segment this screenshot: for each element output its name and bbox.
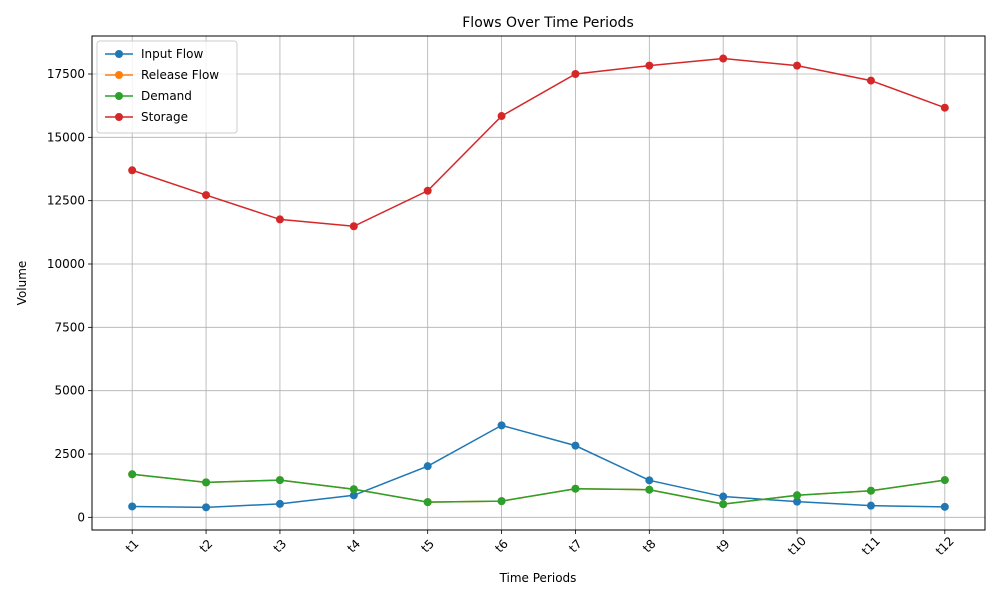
data-point [793,497,802,506]
y-tick-label: 2500 [54,447,85,461]
series-line [132,473,945,505]
data-point [128,166,137,175]
data-point [202,478,211,487]
x-tick-label: t1 [123,537,142,556]
y-tick-label: 12500 [47,194,85,208]
legend-item: Demand [105,89,192,103]
legend-marker [115,92,123,100]
data-point [793,491,802,500]
x-tick-label: t10 [785,534,809,558]
chart-title: Flows Over Time Periods [462,15,634,31]
data-point [423,186,432,195]
series-layer [128,54,949,512]
x-tick-label: t12 [933,534,957,558]
legend-label: Input Flow [141,47,203,61]
data-point [423,462,432,471]
x-tick-label: t3 [271,537,290,556]
legend-label: Storage [141,110,188,124]
x-tick-label: t6 [492,537,511,556]
data-point [866,76,875,85]
data-point [645,476,654,485]
data-point [202,503,211,512]
data-point [940,103,949,112]
data-point [497,112,506,121]
y-tick-label: 10000 [47,257,85,271]
data-point [719,500,728,509]
series-line [132,424,945,509]
data-point [940,476,949,485]
data-point [571,441,580,450]
legend-item: Storage [105,110,188,124]
data-point [423,498,432,507]
y-tick-label: 17500 [47,67,85,81]
legend-marker [115,71,123,79]
data-point [866,501,875,510]
y-tick-label: 5000 [54,384,85,398]
series-storage [128,54,949,231]
plot-area-frame [91,35,986,531]
legend-marker [115,113,123,121]
x-tick-label: t4 [344,537,363,556]
x-tick-label: t2 [197,537,216,556]
series-line [132,473,945,505]
x-tick-label: t11 [859,534,883,558]
legend-label: Release Flow [141,68,219,82]
data-point [571,484,580,493]
legend: Input Flow Release Flow Demand Storage [96,40,238,134]
y-tick-label: 15000 [47,130,85,144]
data-point [349,485,358,494]
legend-marker [115,50,123,58]
data-point [645,61,654,70]
legend-item: Release Flow [105,68,219,82]
data-point [645,485,654,494]
y-tick-label: 0 [77,510,85,524]
data-point [349,491,358,500]
x-tick-label: t7 [566,537,585,556]
legend-label: Demand [141,89,192,103]
x-axis-label: Time Periods [499,571,577,585]
x-tick-label: t5 [418,537,437,556]
data-point [940,502,949,511]
data-point [497,421,506,430]
data-point [571,70,580,78]
data-point [719,54,728,63]
x-tick-label: t9 [714,537,733,556]
x-tick-label: t8 [640,537,659,556]
data-point [349,222,358,231]
data-point [275,215,284,224]
series-input-flow [128,421,949,512]
series-line [131,57,946,228]
series-demand [128,470,949,509]
legend-item: Input Flow [105,47,203,61]
data-point [128,502,137,511]
data-point [793,61,802,70]
y-axis-label: Volume [15,261,29,306]
data-point [719,492,728,501]
data-point [497,497,506,506]
data-point [128,470,137,479]
data-point [275,476,284,485]
data-point [202,191,211,200]
data-point [275,499,284,508]
y-tick-label: 7500 [54,320,85,334]
legend-box [96,40,238,134]
data-point [866,486,875,495]
